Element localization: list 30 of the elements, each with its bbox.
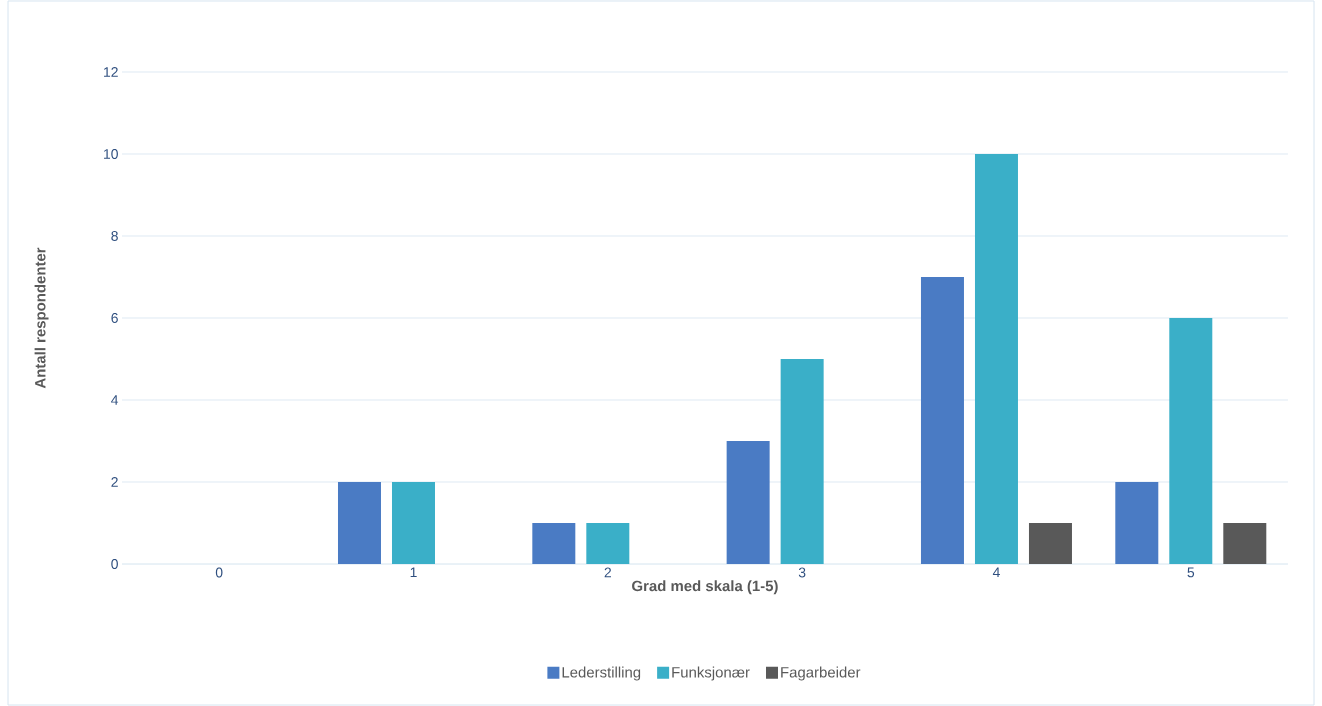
bar (337, 482, 381, 564)
x-tick-label: 0 (215, 567, 223, 578)
y-axis-title: Antall respondenter (34, 247, 49, 389)
bar (586, 523, 630, 564)
legend-label: Fagarbeider (781, 666, 861, 681)
y-tick-label: 10 (104, 149, 118, 159)
x-tick-label: 1 (410, 567, 417, 578)
bar (1223, 523, 1267, 564)
bar (974, 153, 1018, 564)
legend-label: Funksjonær (672, 666, 750, 681)
legend-label: Lederstilling (562, 666, 641, 681)
bar (920, 277, 964, 564)
y-tick-label: 4 (111, 395, 119, 405)
y-tick-label: 2 (111, 477, 118, 487)
bar (1028, 523, 1072, 564)
y-tick-label: 0 (111, 559, 118, 569)
y-tick-label: 8 (111, 231, 118, 241)
bar (532, 523, 576, 564)
bar (391, 482, 435, 564)
x-axis-title: Grad med skala (1-5) (632, 580, 778, 595)
x-tick-label: 5 (1187, 567, 1195, 578)
y-tick-label: 6 (111, 313, 118, 323)
bar (780, 359, 824, 564)
x-tick-label: 2 (604, 567, 611, 578)
x-tick-label: 4 (992, 567, 1000, 578)
y-tick-label: 12 (104, 67, 118, 77)
bar (726, 441, 770, 564)
x-tick-label: 3 (798, 567, 806, 578)
bar (1169, 318, 1213, 564)
bar (1115, 482, 1159, 564)
